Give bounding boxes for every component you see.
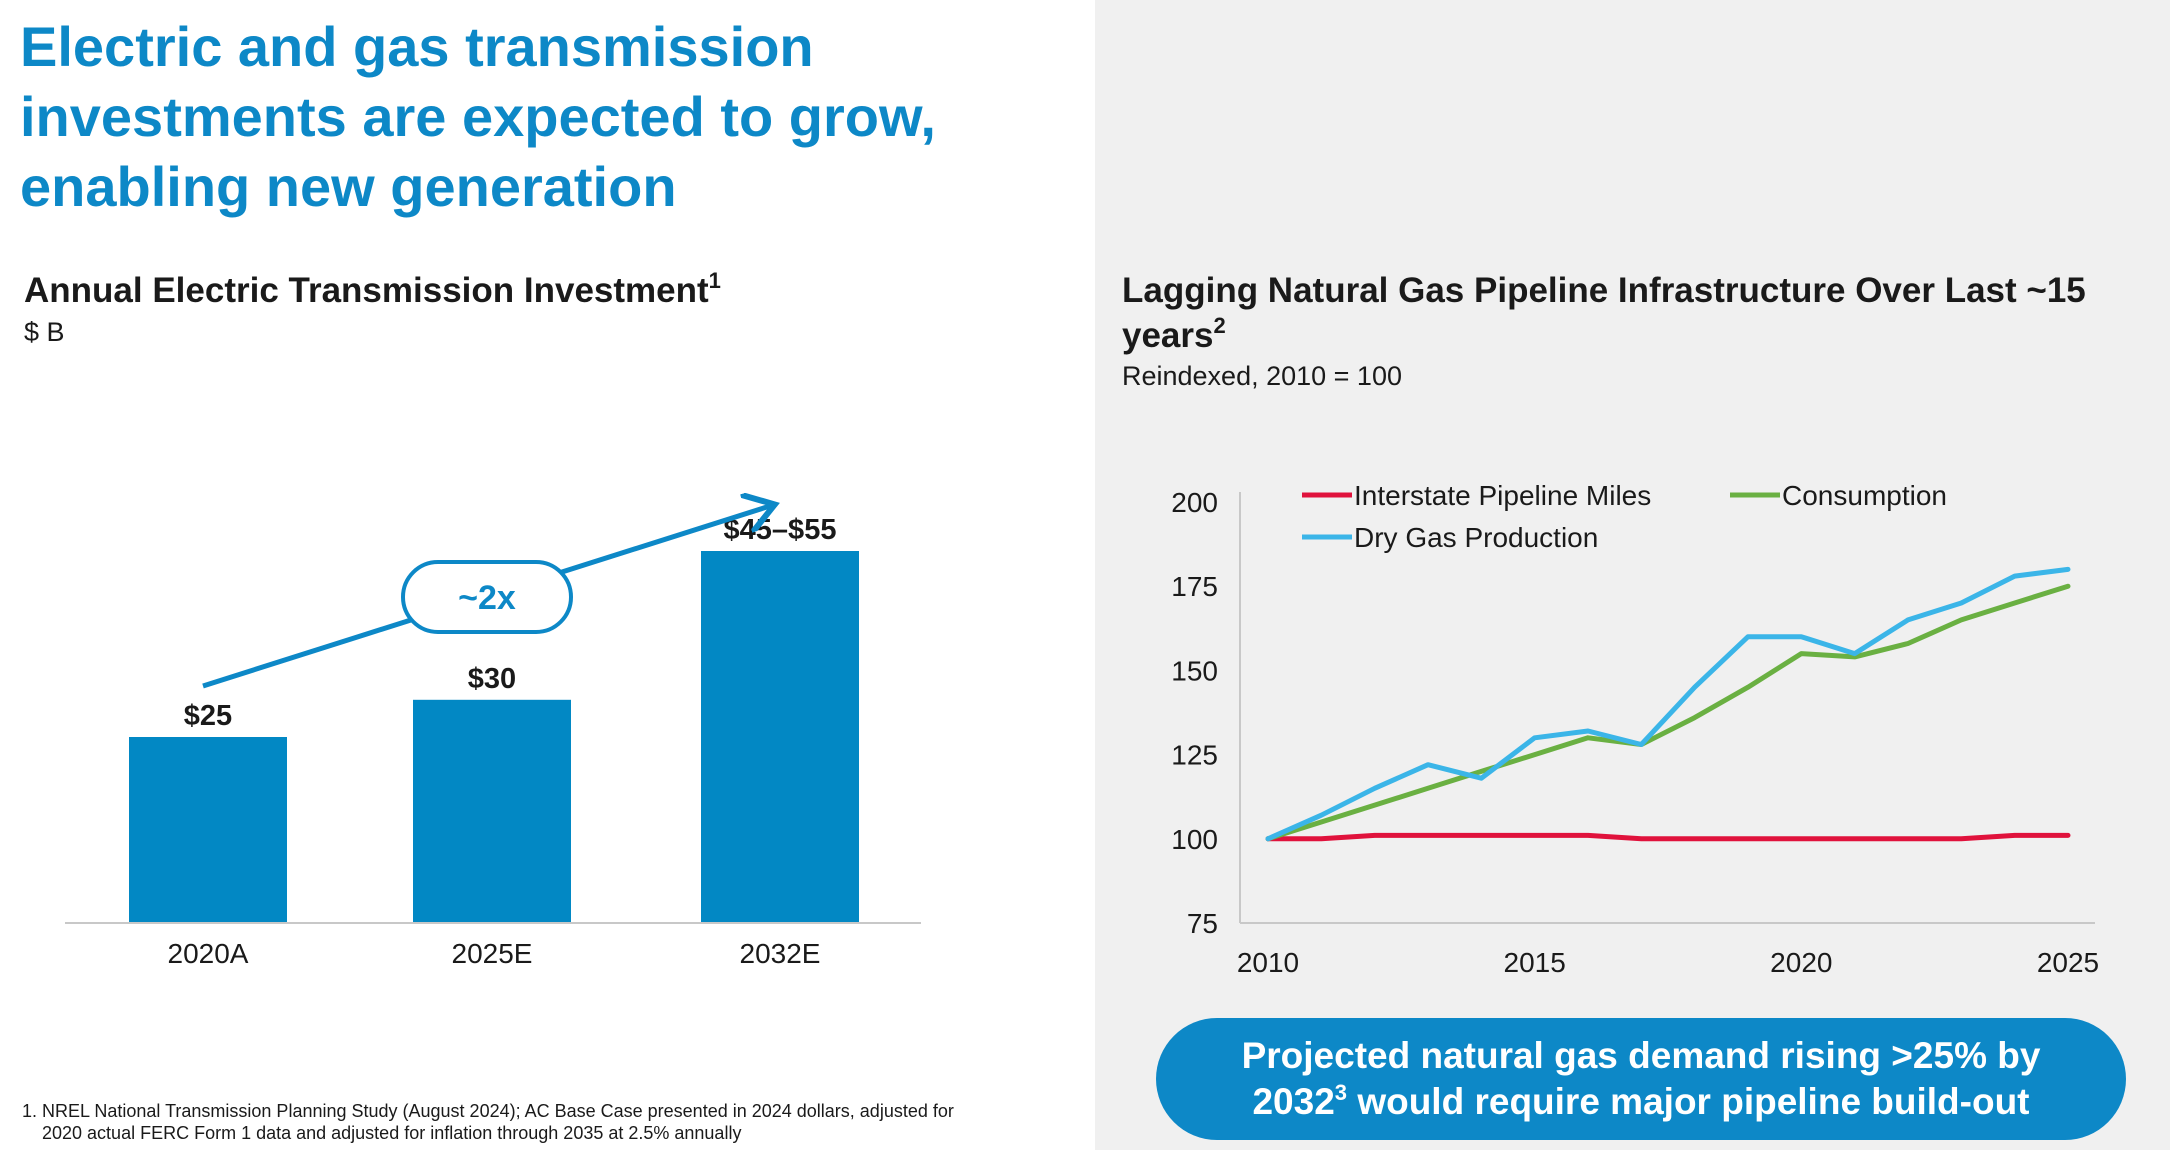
legend-label: Dry Gas Production <box>1354 522 1598 553</box>
series-line-dry-gas-production <box>1265 566 2071 842</box>
bar-category-label: 2020A <box>168 938 249 969</box>
callout-line-2-text: would require major pipeline build-out <box>1347 1081 2030 1122</box>
bar-data-label: $30 <box>468 663 516 695</box>
slide-title: Electric and gas transmission investment… <box>20 15 936 218</box>
line-chart-subtitle: Reindexed, 2010 = 100 <box>1122 361 1402 391</box>
growth-callout-label: ~2x <box>458 579 516 617</box>
footnote-line-1: 1. NREL National Transmission Planning S… <box>22 1101 954 1121</box>
bar-category-label: 2032E <box>740 938 821 969</box>
callout-line-2: 20323 would require major pipeline build… <box>1252 1079 2029 1125</box>
footnote: 1. NREL National Transmission Planning S… <box>22 1100 1062 1144</box>
right-panel <box>1095 0 2170 1150</box>
series-line-consumption <box>1265 583 2071 842</box>
legend-label: Interstate Pipeline Miles <box>1354 480 1651 511</box>
bar-chart-title-text: Annual Electric Transmission Investment <box>24 271 709 310</box>
y-tick-label: 200 <box>1171 487 1218 518</box>
bar-chart-title-footnote: 1 <box>708 268 721 293</box>
x-tick-label: 2015 <box>1504 947 1566 978</box>
x-tick-label: 2025 <box>2037 947 2099 978</box>
legend-label: Consumption <box>1782 480 1947 511</box>
bar-2020A <box>129 737 287 923</box>
bar-2032E <box>701 551 859 923</box>
y-tick-label: 125 <box>1171 740 1218 771</box>
y-tick-label: 175 <box>1171 571 1218 602</box>
footnote-line-2: 2020 actual FERC Form 1 data and adjuste… <box>42 1123 742 1143</box>
callout-footnote: 3 <box>1334 1080 1348 1105</box>
x-tick-label: 2010 <box>1237 947 1299 978</box>
bar-chart-subtitle: $ B <box>24 317 65 347</box>
line-chart-title: Lagging Natural Gas Pipeline Infrastruct… <box>1122 268 2132 358</box>
series-line-interstate-pipeline-miles <box>1265 832 2071 842</box>
y-tick-label: 100 <box>1171 824 1218 855</box>
bar-data-label: $25 <box>184 700 232 732</box>
line-chart-title-footnote: 2 <box>1213 313 1226 338</box>
growth-callout-oval <box>401 560 573 634</box>
callout-line-1: Projected natural gas demand rising >25%… <box>1241 1035 2041 1076</box>
y-tick-label: 150 <box>1171 655 1218 686</box>
bar-chart-title: Annual Electric Transmission Investment1 <box>24 268 721 313</box>
bar-category-label: 2025E <box>452 938 533 969</box>
y-tick-label: 75 <box>1187 908 1218 939</box>
x-tick-label: 2020 <box>1770 947 1832 978</box>
line-chart-title-text: Lagging Natural Gas Pipeline Infrastruct… <box>1122 271 2086 355</box>
callout-year: 2032 <box>1252 1081 1335 1122</box>
bar-2025E <box>413 699 571 923</box>
demand-callout: Projected natural gas demand rising >25%… <box>1156 1018 2126 1140</box>
